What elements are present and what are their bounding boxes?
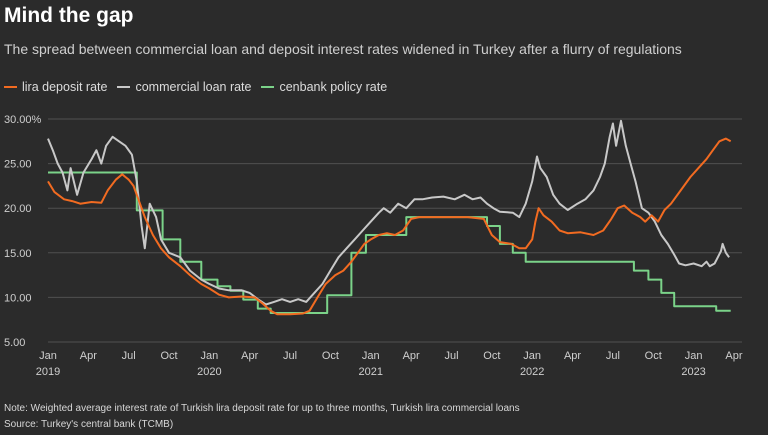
- x-tick-label: Jul: [122, 350, 136, 362]
- series-line-lira-deposit-rate: [47, 137, 732, 316]
- y-tick-label: 5.00: [4, 337, 25, 349]
- x-tick-label: Jan: [39, 350, 57, 362]
- legend-item-loan: commercial loan rate: [117, 80, 251, 94]
- x-tick-label: Apr: [241, 350, 258, 362]
- line-chart: 30.00% 25.00 20.00 15.00 10.00 5.00 Jan 2019 Apr…: [4, 114, 743, 378]
- chart-subtitle: The spread between commercial loan and d…: [4, 41, 682, 57]
- x-tick-year-label: 2021: [359, 366, 383, 378]
- x-tick-label: Oct: [322, 350, 339, 362]
- y-tick-label: 20.00: [4, 203, 32, 215]
- y-tick-label: 30.00%: [4, 114, 42, 126]
- x-tick-label: Apr: [80, 350, 97, 362]
- legend-swatch-loan: [117, 86, 131, 88]
- x-tick-label: Apr: [564, 350, 581, 362]
- x-tick-label: Oct: [160, 350, 177, 362]
- x-tick-label: Oct: [483, 350, 500, 362]
- legend-label-loan: commercial loan rate: [135, 80, 252, 94]
- legend-swatch-policy: [261, 86, 275, 88]
- x-tick-label: Jul: [444, 350, 458, 362]
- legend-item-deposit: lira deposit rate: [4, 80, 107, 94]
- x-tick-year-label: 2022: [520, 366, 544, 378]
- x-tick-year-label: 2020: [197, 366, 221, 378]
- series-line-commercial-loan-rate: [47, 119, 730, 306]
- legend-swatch-deposit: [4, 86, 17, 88]
- x-tick-label: Apr: [403, 350, 420, 362]
- x-tick-label: Jan: [685, 350, 703, 362]
- x-tick-label: Jul: [283, 350, 297, 362]
- chart-title: Mind the gap: [4, 4, 134, 27]
- x-tick-label: Oct: [645, 350, 662, 362]
- legend: lira deposit rate commercial loan rate c…: [4, 80, 397, 94]
- legend-item-policy: cenbank policy rate: [261, 80, 387, 94]
- x-tick-label: Apr: [725, 350, 742, 362]
- series-line-cenbank-policy-rate: [48, 171, 731, 314]
- legend-label-deposit: lira deposit rate: [22, 80, 108, 94]
- x-tick-label: Jan: [201, 350, 219, 362]
- y-tick-label: 25.00: [4, 159, 32, 171]
- x-tick-label: Jan: [523, 350, 541, 362]
- chart-source: Source: Turkey's central bank (TCMB): [4, 419, 174, 430]
- legend-label-policy: cenbank policy rate: [279, 80, 388, 94]
- y-tick-label: 10.00: [4, 292, 32, 304]
- x-tick-label: Jan: [362, 350, 380, 362]
- x-tick-label: Jul: [606, 350, 620, 362]
- y-tick-label: 15.00: [4, 248, 32, 260]
- x-tick-year-label: 2019: [36, 366, 60, 378]
- x-tick-year-label: 2023: [681, 366, 705, 378]
- chart-note: Note: Weighted average interest rate of …: [4, 403, 520, 414]
